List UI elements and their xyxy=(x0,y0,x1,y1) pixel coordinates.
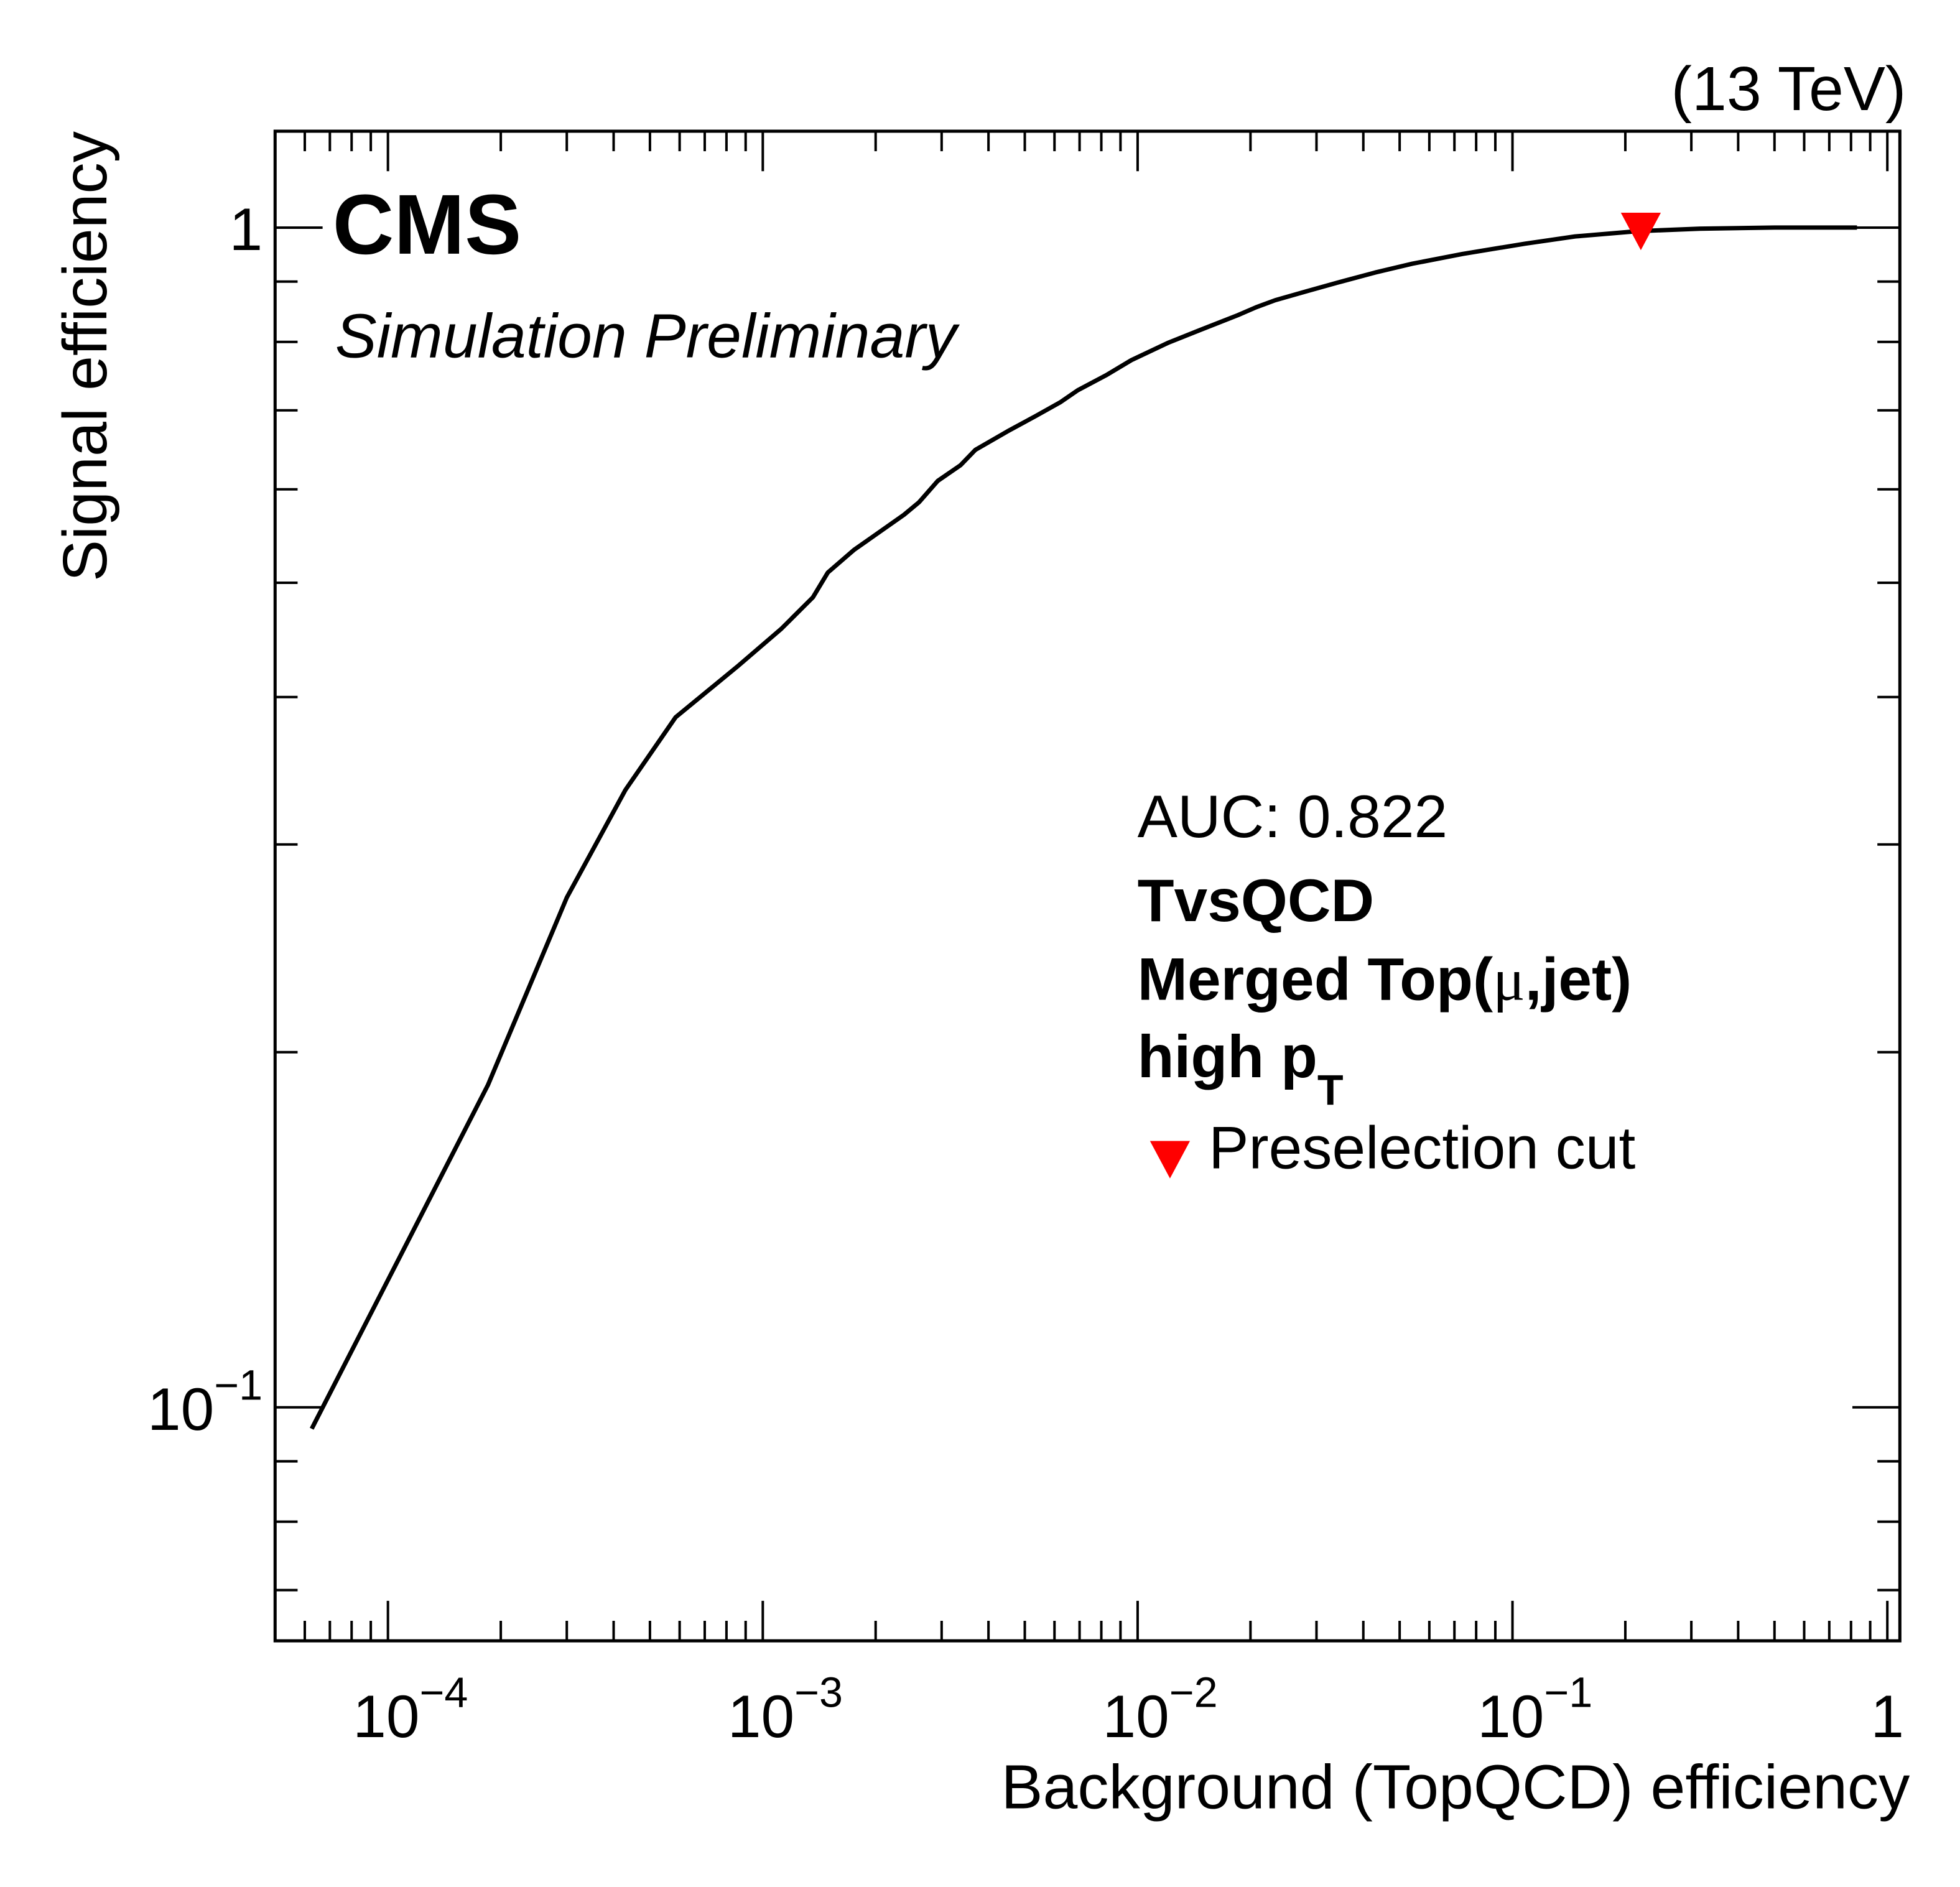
category-suffix: ,jet) xyxy=(1525,946,1632,1013)
category-label: Merged Top(μ,jet) xyxy=(1138,946,1632,1013)
status-label: Simulation Preliminary xyxy=(335,302,960,371)
preselection-marker xyxy=(1620,212,1661,251)
marker-layer xyxy=(1620,212,1661,251)
tagger-label: TvsQCD xyxy=(1138,868,1374,934)
pt-subscript: T xyxy=(1317,1067,1344,1114)
category-prefix: Merged Top( xyxy=(1138,946,1493,1013)
x-tick-label: 10−2 xyxy=(1103,1669,1218,1750)
legend-marker-triangle-down-icon xyxy=(1150,1141,1191,1179)
cms-label: CMS xyxy=(333,177,522,272)
plot-frame xyxy=(273,129,1902,1643)
x-axis-label: Background (TopQCD) efficiency xyxy=(1001,1752,1910,1822)
y-tick-label: 1 xyxy=(230,197,263,263)
category-mu: μ xyxy=(1493,946,1525,1013)
legend-marker-label: Preselection cut xyxy=(1209,1115,1635,1182)
curve-layer xyxy=(310,225,1857,1430)
tick-labels: 10−4 10−3 10−2 10−1 1 1 10−1 xyxy=(147,197,1904,1750)
y-axis-label: Signal efficiency xyxy=(50,131,120,582)
y-tick-label: 10−1 xyxy=(147,1362,262,1443)
x-tick-label: 10−1 xyxy=(1477,1669,1592,1750)
x-tick-label: 10−4 xyxy=(353,1669,468,1750)
x-tick-label: 1 xyxy=(1870,1684,1904,1750)
energy-label: (13 TeV) xyxy=(1671,54,1907,124)
axis-ticks xyxy=(274,131,1900,1641)
auc-label: AUC: 0.822 xyxy=(1138,784,1448,850)
roc-curve xyxy=(310,225,1857,1430)
pt-prefix: high p xyxy=(1138,1024,1317,1090)
x-tick-label: 10−3 xyxy=(728,1669,843,1750)
pt-label: high pT xyxy=(1138,1024,1344,1114)
